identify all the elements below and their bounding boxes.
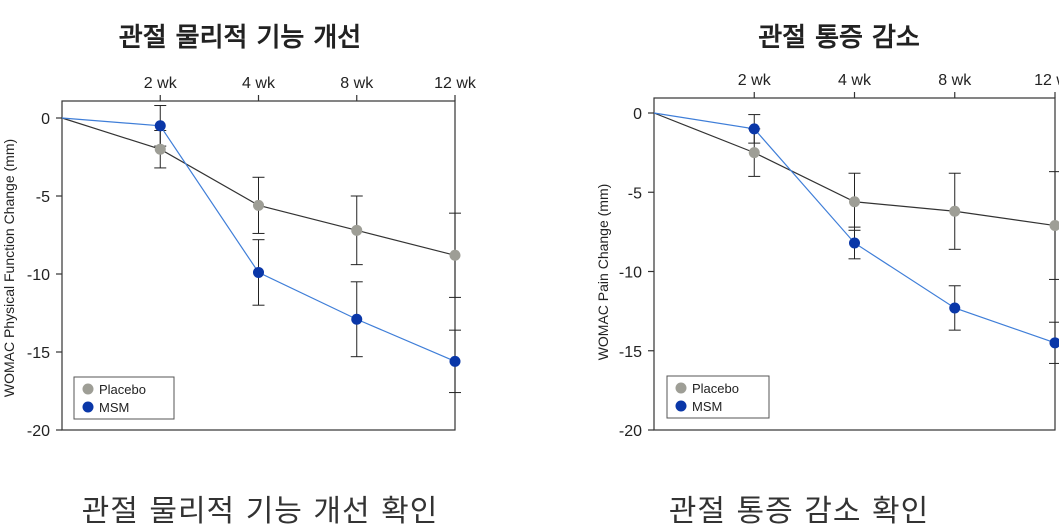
caption-physical-function: 관절 물리적 기능 개선 확인 [81,494,439,529]
data-point-placebo [1049,220,1059,232]
data-point-placebo [449,249,461,261]
y-tick-label: -5 [36,189,50,206]
data-point-msm [949,302,961,314]
y-tick-label: -20 [27,423,50,440]
legend-box [666,375,770,419]
y-tick-label: -15 [619,344,642,361]
y-tick-label: -15 [27,345,50,362]
data-point-msm [748,123,760,135]
x-tick-label: 12 wk [434,75,477,92]
data-point-msm [154,120,166,132]
y-tick-label: 0 [633,106,642,123]
y-axis-label: WOMAC Pain Change (mm) [595,184,611,361]
caption-pain: 관절 통증 감소 확인 [668,494,930,529]
y-tick-label: 0 [41,111,50,128]
y-axis-label: WOMAC Physical Function Change (mm) [1,139,17,397]
x-tick-label: 4 wk [242,75,276,92]
legend-box [73,376,175,420]
data-point-msm [351,313,363,325]
data-point-msm [449,355,461,367]
data-point-msm [253,266,264,278]
y-tick-label: -10 [619,265,642,282]
x-tick-label: 12 wk [1034,72,1059,89]
x-tick-label: 8 wk [938,72,972,89]
y-tick-label: -20 [619,423,642,440]
data-point-placebo [748,147,760,159]
legend-label: Placebo [99,382,146,397]
data-point-placebo [949,205,961,217]
x-tick-label: 8 wk [340,75,374,92]
legend-marker-msm [675,400,687,412]
legend-marker-placebo [82,383,94,395]
legend-marker-msm [82,401,94,413]
data-point-placebo [351,224,363,236]
x-tick-label: 4 wk [838,72,872,89]
chart-title: 관절 물리적 기능 개선 [119,23,361,53]
physical-function-chart: 관절 물리적 기능 개선 WOMAC Physical Function Chan… [1,23,477,440]
data-point-msm [1049,337,1059,349]
data-point-placebo [849,196,860,208]
x-tick-label: 2 wk [738,72,772,89]
y-tick-label: -10 [27,267,50,284]
y-tick-label: -5 [628,185,642,202]
pain-chart: 관절 통증 감소 WOMAC Pain Change (mm) 0 -5 -10 -15 -… [595,23,1059,440]
x-tick-label: 2 wk [144,75,178,92]
legend-label: Placebo [692,381,739,396]
legend-label: MSM [692,399,722,414]
legend-marker-placebo [675,382,687,394]
data-point-placebo [253,199,264,211]
legend-label: MSM [99,400,129,415]
chart-title: 관절 통증 감소 [758,23,920,53]
data-point-msm [849,237,860,249]
data-point-placebo [154,143,166,155]
